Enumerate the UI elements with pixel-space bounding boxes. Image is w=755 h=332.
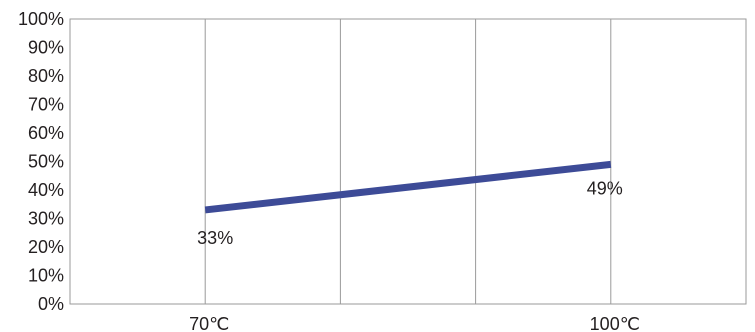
y-tick-label: 20% [28, 237, 64, 257]
y-tick-label: 100% [18, 9, 64, 29]
y-tick-label: 40% [28, 180, 64, 200]
grid-lines [204, 19, 612, 304]
data-label: 33% [197, 228, 233, 248]
y-tick-label: 30% [28, 209, 64, 229]
y-tick-label: 10% [28, 266, 64, 286]
y-tick-label: 60% [28, 123, 64, 143]
y-tick-label: 0% [38, 294, 64, 314]
y-tick-label: 80% [28, 66, 64, 86]
y-tick-label: 70% [28, 95, 64, 115]
x-tick-label: 100℃ [590, 314, 640, 332]
data-label: 49% [587, 178, 623, 198]
x-tick-label: 70℃ [189, 314, 229, 332]
series-line [204, 160, 612, 214]
plot-frame [69, 18, 747, 305]
y-tick-label: 50% [28, 152, 64, 172]
data-labels: 33% 49% [197, 178, 623, 248]
y-axis-tick-labels: 0% 10% 20% 30% 40% 50% 60% 70% 80% 90% 100% [18, 9, 64, 314]
x-axis-tick-labels: 70℃ 100℃ [189, 314, 640, 332]
y-tick-label: 90% [28, 38, 64, 58]
series-layer [204, 160, 612, 214]
